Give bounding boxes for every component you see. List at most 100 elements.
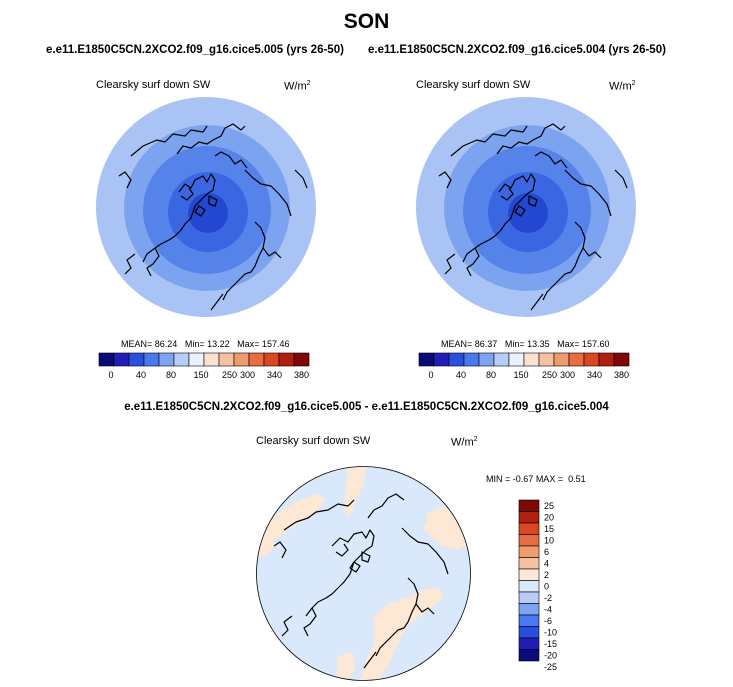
diff-coastlines bbox=[273, 493, 449, 669]
diff-colorbar-box bbox=[518, 649, 540, 662]
diff-colorbar-tick-label: -10 bbox=[544, 627, 557, 637]
colorbar-box bbox=[493, 352, 510, 367]
colorbar-box bbox=[278, 352, 295, 367]
colorbar-tick-label: 0 bbox=[108, 370, 113, 380]
diff-max: 0.51 bbox=[568, 474, 586, 484]
colorbar-tick-label: 300 bbox=[240, 370, 255, 380]
diff-colorbar-tick-label: 6 bbox=[544, 547, 549, 557]
map-a-coastlines bbox=[118, 123, 308, 311]
diff-colorbar-box bbox=[518, 511, 540, 524]
map-a-ring4 bbox=[188, 193, 228, 233]
colorbar-tick-label: 380 bbox=[614, 370, 629, 380]
colorbar-box bbox=[188, 352, 205, 367]
diff-colorbar-box bbox=[518, 499, 540, 512]
diff-colorbar-tick-label: -4 bbox=[544, 604, 552, 614]
colorbar-box bbox=[568, 352, 585, 367]
diff-colorbar-box bbox=[518, 637, 540, 650]
colorbar-tick-label: 0 bbox=[428, 370, 433, 380]
colorbar-box bbox=[463, 352, 480, 367]
colorbar-box bbox=[248, 352, 265, 367]
diff-colorbar-tick-label: -25 bbox=[544, 662, 557, 672]
colorbar-box bbox=[478, 352, 495, 367]
colorbar-tick-label: 40 bbox=[136, 370, 146, 380]
colorbar-tick-label: 250 bbox=[542, 370, 557, 380]
diff-background bbox=[256, 466, 471, 681]
panel-a-variable: Clearsky surf down SW bbox=[96, 79, 211, 91]
diff-colorbar-box bbox=[518, 557, 540, 570]
diff-colorbar-tick-label: 2 bbox=[544, 570, 549, 580]
diff-colorbar-tick-label: 15 bbox=[544, 524, 554, 534]
colorbar-box bbox=[98, 352, 115, 367]
colorbar-tick-label: 340 bbox=[267, 370, 282, 380]
colorbar-tick-label: 340 bbox=[587, 370, 602, 380]
colorbar-tick-label: 250 bbox=[222, 370, 237, 380]
panel-a-mean: 86.24 bbox=[154, 339, 178, 349]
colorbar-box bbox=[233, 352, 250, 367]
panel-a-min: 13.22 bbox=[207, 339, 230, 349]
colorbar-tick-label: 150 bbox=[193, 370, 208, 380]
diff-colorbar-tick-label: 10 bbox=[544, 535, 554, 545]
diff-units: W/m2 bbox=[451, 436, 478, 449]
colorbar-tick-label: 80 bbox=[486, 370, 496, 380]
diff-colorbar-box bbox=[518, 534, 540, 547]
colorbar-box bbox=[263, 352, 280, 367]
season-title: SON bbox=[343, 10, 390, 33]
colorbar-panel-a: 0 40 80 150 250 300 340 380 bbox=[98, 352, 310, 380]
colorbar-box bbox=[218, 352, 235, 367]
panel-b-variable: Clearsky surf down SW bbox=[416, 79, 531, 91]
colorbar-box bbox=[433, 352, 450, 367]
colorbar-box bbox=[173, 352, 190, 367]
panel-b-mean: 86.37 bbox=[474, 339, 498, 349]
panel-b-units: W/m2 bbox=[609, 80, 636, 93]
diff-colorbar-box bbox=[518, 614, 540, 627]
panel-a-max: 157.46 bbox=[261, 339, 290, 349]
diff-stats: MIN = -0.67 MAX = 0.51 bbox=[486, 474, 586, 484]
map-b-coastlines bbox=[438, 123, 628, 311]
colorbar-tick-label: 150 bbox=[513, 370, 528, 380]
case-b-title: e.e11.E1850C5CN.2XCO2.f09_g16.cice5.004 … bbox=[368, 44, 666, 56]
colorbar-box bbox=[538, 352, 555, 367]
diff-title: e.e11.E1850C5CN.2XCO2.f09_g16.cice5.005 … bbox=[124, 401, 609, 413]
map-panel-b bbox=[416, 97, 636, 317]
diff-colorbar-tick-label: -20 bbox=[544, 650, 557, 660]
diff-min: -0.67 bbox=[512, 474, 534, 484]
diff-colorbar-box bbox=[518, 603, 540, 616]
colorbar-tick-label: 80 bbox=[166, 370, 176, 380]
diff-colorbar-tick-label: 0 bbox=[544, 581, 549, 591]
diff-colorbar-tick-label: 4 bbox=[544, 558, 549, 568]
panel-b-min: 13.35 bbox=[527, 339, 550, 349]
diff-colorbar-box bbox=[518, 568, 540, 581]
diff-colorbar-tick-label: -6 bbox=[544, 616, 552, 626]
colorbar-box bbox=[293, 352, 310, 367]
colorbar-panel-b: 0 40 80 150 250 300 340 380 bbox=[418, 352, 630, 380]
diff-colorbar-tick-label: 20 bbox=[544, 512, 554, 522]
colorbar-box bbox=[418, 352, 435, 367]
colorbar-box bbox=[583, 352, 600, 367]
case-a-title: e.e11.E1850C5CN.2XCO2.f09_g16.cice5.005 … bbox=[46, 44, 344, 56]
panel-a-stats: MEAN= 86.24 Min= 13.22 Max= 157.46 bbox=[121, 339, 290, 349]
colorbar-box bbox=[128, 352, 145, 367]
panel-b-max: 157.60 bbox=[581, 339, 610, 349]
colorbar-tick-label: 40 bbox=[456, 370, 466, 380]
colorbar-box bbox=[553, 352, 570, 367]
map-b-ring4 bbox=[508, 193, 548, 233]
colorbar-tick-label: 300 bbox=[560, 370, 575, 380]
diff-colorbar-box bbox=[518, 545, 540, 558]
colorbar-box bbox=[508, 352, 525, 367]
diff-colorbar-tick-label: -2 bbox=[544, 593, 552, 603]
colorbar-box bbox=[143, 352, 160, 367]
panel-a-units: W/m2 bbox=[284, 80, 311, 93]
diff-colorbar-box bbox=[518, 626, 540, 639]
colorbar-box bbox=[113, 352, 130, 367]
diff-colorbar-box bbox=[518, 580, 540, 593]
colorbar-box bbox=[598, 352, 615, 367]
colorbar-box bbox=[158, 352, 175, 367]
map-panel-diff bbox=[256, 466, 471, 681]
diff-variable: Clearsky surf down SW bbox=[256, 435, 371, 447]
colorbar-box bbox=[613, 352, 630, 367]
diff-colorbar-tick-label: 25 bbox=[544, 501, 554, 511]
colorbar-box bbox=[448, 352, 465, 367]
colorbar-box bbox=[203, 352, 220, 367]
diff-colorbar-tick-label: -15 bbox=[544, 639, 557, 649]
